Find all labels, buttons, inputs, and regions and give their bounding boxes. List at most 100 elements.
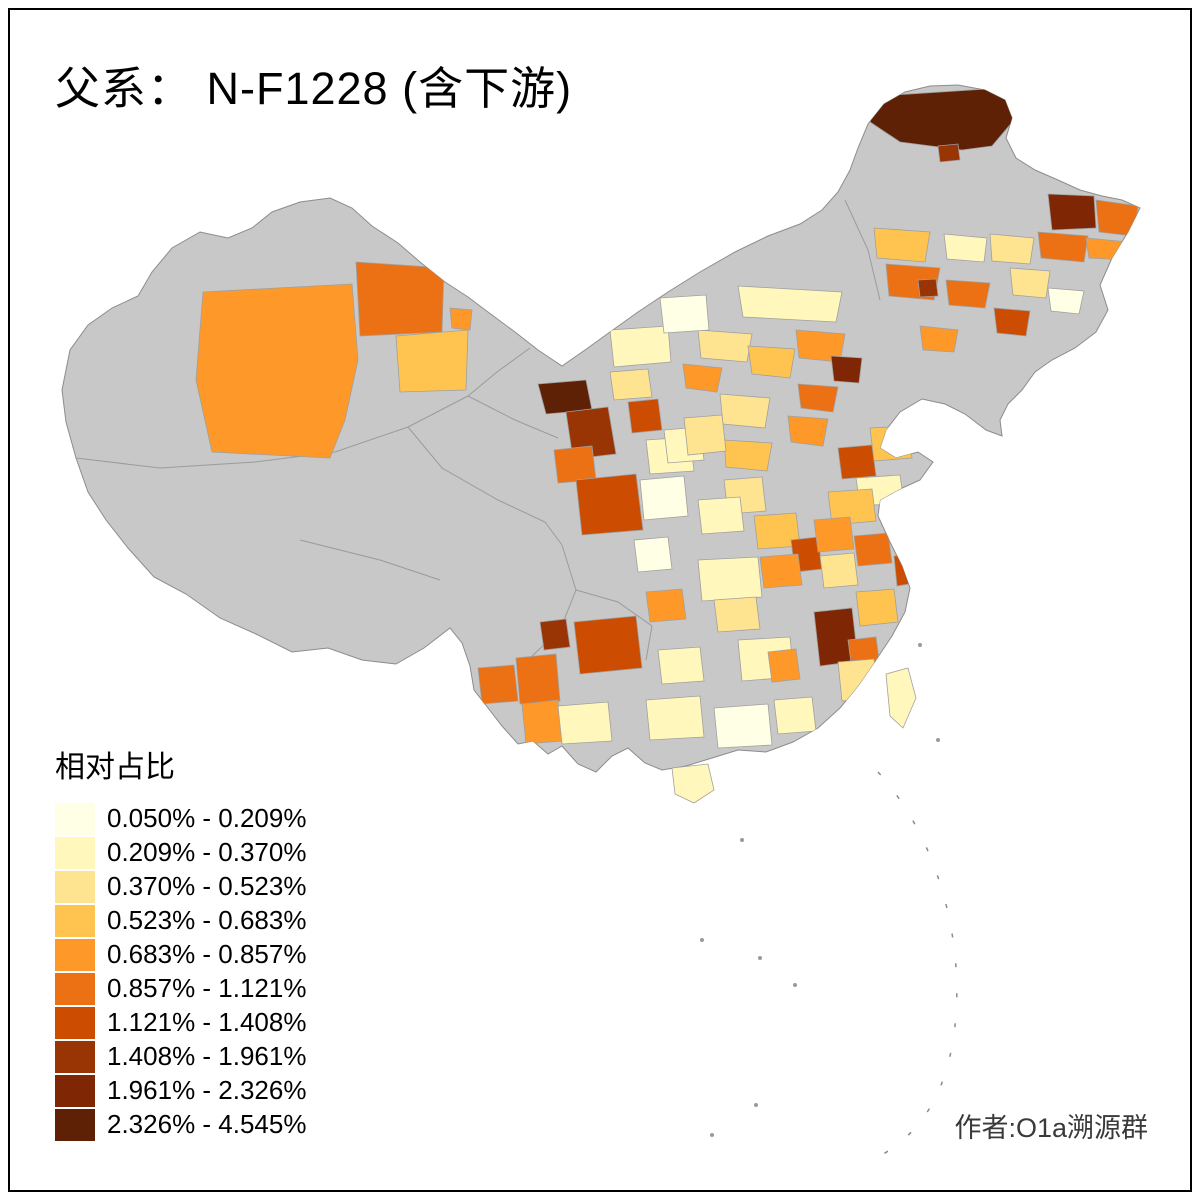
prefecture <box>609 325 672 368</box>
legend-swatch <box>55 1074 95 1107</box>
map-title: 父系： N-F1228 (含下游) <box>55 63 573 114</box>
legend-label: 1.121% - 1.408% <box>107 1007 307 1037</box>
prefecture <box>521 699 563 745</box>
legend-row: 1.121% - 1.408% <box>55 1006 306 1039</box>
prefecture <box>819 552 859 589</box>
prefecture <box>719 393 771 429</box>
legend-swatch <box>55 972 95 1005</box>
legend-row: 2.326% - 4.545% <box>55 1108 306 1141</box>
prefecture <box>993 307 1031 337</box>
province-boundaries <box>75 199 881 661</box>
prefecture <box>477 664 519 705</box>
prefecture <box>869 425 913 462</box>
prefecture <box>645 695 705 741</box>
legend-swatch <box>55 1108 95 1141</box>
prefecture <box>943 233 988 263</box>
prefecture <box>573 615 643 675</box>
island-dot <box>700 938 704 942</box>
legend-label: 0.050% - 0.209% <box>107 803 307 833</box>
prefecture <box>553 445 597 484</box>
prefecture <box>449 307 473 331</box>
prefecture <box>917 278 939 298</box>
prefecture <box>683 414 727 456</box>
nine-dash-line <box>871 771 958 1161</box>
prefecture <box>609 368 653 401</box>
prefecture <box>837 444 877 480</box>
prefecture <box>537 379 593 415</box>
legend-label: 1.408% - 1.961% <box>107 1041 307 1071</box>
island-dot <box>758 956 762 960</box>
sea-islands <box>700 643 940 1137</box>
hainan-island <box>671 763 715 804</box>
legend-label: 1.961% - 2.326% <box>107 1075 307 1105</box>
prefecture <box>723 439 773 472</box>
prefecture <box>645 588 687 623</box>
prefecture <box>827 488 877 526</box>
prefecture <box>682 363 723 393</box>
legend-row: 0.050% - 0.209% <box>55 802 306 835</box>
legend-row: 0.523% - 0.683% <box>55 904 306 937</box>
prefecture <box>515 653 561 705</box>
prefecture <box>659 294 710 334</box>
attribution-text: 作者:O1a溯源群 <box>954 1113 1148 1143</box>
prefecture <box>195 283 359 459</box>
prefecture <box>787 415 829 447</box>
prefecture <box>697 329 753 363</box>
prefecture-patches <box>195 87 1139 749</box>
legend-label: 0.370% - 0.523% <box>107 871 307 901</box>
prefecture <box>355 261 445 337</box>
island-dot <box>918 643 922 647</box>
prefecture <box>855 588 899 627</box>
legend-swatch <box>55 938 95 971</box>
prefecture <box>713 703 773 749</box>
prefecture <box>1047 193 1097 231</box>
prefecture <box>773 696 817 735</box>
prefecture <box>1047 287 1085 315</box>
prefecture <box>575 473 644 536</box>
prefecture <box>539 618 571 651</box>
prefecture <box>1037 231 1089 263</box>
legend-title: 相对占比 <box>55 751 175 784</box>
plot-border-frame <box>8 8 1192 1192</box>
prefecture <box>633 536 673 573</box>
island-dot <box>936 738 940 742</box>
legend-label: 0.857% - 1.121% <box>107 973 307 1003</box>
legend-label: 0.683% - 0.857% <box>107 939 307 969</box>
legend-row: 0.683% - 0.857% <box>55 938 306 971</box>
prefecture <box>557 701 613 745</box>
prefecture <box>639 475 689 521</box>
legend-row: 0.209% - 0.370% <box>55 836 306 869</box>
prefecture <box>737 285 843 323</box>
legend-row: 0.857% - 1.121% <box>55 972 306 1005</box>
legend-label: 0.209% - 0.370% <box>107 837 307 867</box>
legend: 相对占比 0.050% - 0.209% 0.209% - 0.370% 0.3… <box>55 742 306 1142</box>
legend-swatch <box>55 870 95 903</box>
prefecture <box>989 233 1035 265</box>
prefecture <box>747 345 796 379</box>
prefecture <box>767 648 801 683</box>
island-dot <box>710 1133 714 1137</box>
island-dot <box>754 1103 758 1107</box>
prefecture <box>565 406 617 460</box>
legend-label: 2.326% - 4.545% <box>107 1109 307 1139</box>
prefecture <box>873 227 931 263</box>
prefecture <box>1085 237 1129 261</box>
prefecture <box>395 329 469 393</box>
prefecture <box>1095 199 1139 237</box>
prefecture <box>837 658 879 702</box>
legend-row: 1.961% - 2.326% <box>55 1074 306 1107</box>
prefecture <box>697 496 745 535</box>
prefecture <box>759 553 803 589</box>
legend-swatch <box>55 802 95 835</box>
legend-swatch <box>55 904 95 937</box>
prefecture <box>813 516 855 553</box>
prefecture <box>853 532 893 567</box>
prefecture <box>713 596 761 633</box>
legend-row: 1.408% - 1.961% <box>55 1040 306 1073</box>
prefecture <box>937 143 961 163</box>
taiwan-island <box>885 667 917 729</box>
legend-row: 0.370% - 0.523% <box>55 870 306 903</box>
legend-swatch <box>55 1006 95 1039</box>
legend-swatch <box>55 836 95 869</box>
